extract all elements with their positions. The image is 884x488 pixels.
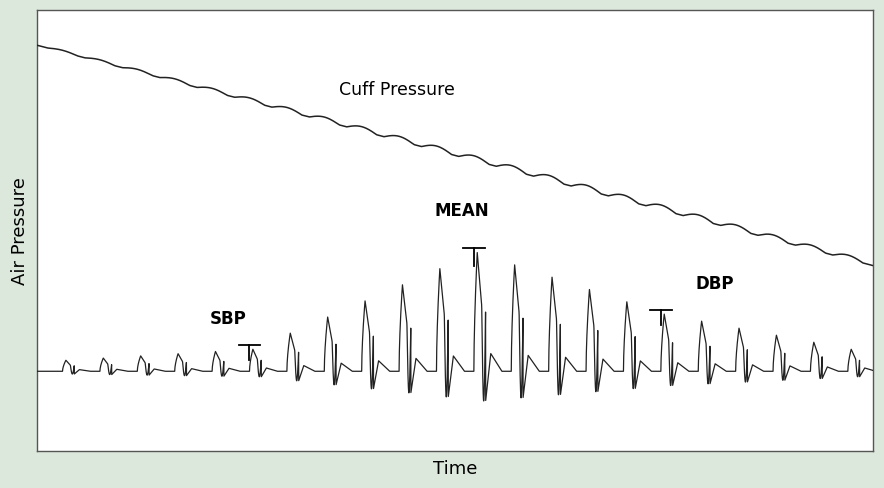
Text: DBP: DBP — [696, 274, 735, 292]
Text: MEAN: MEAN — [434, 202, 489, 220]
Text: Cuff Pressure: Cuff Pressure — [339, 81, 454, 99]
Text: SBP: SBP — [210, 309, 247, 327]
Y-axis label: Air Pressure: Air Pressure — [11, 177, 29, 285]
X-axis label: Time: Time — [433, 459, 477, 477]
